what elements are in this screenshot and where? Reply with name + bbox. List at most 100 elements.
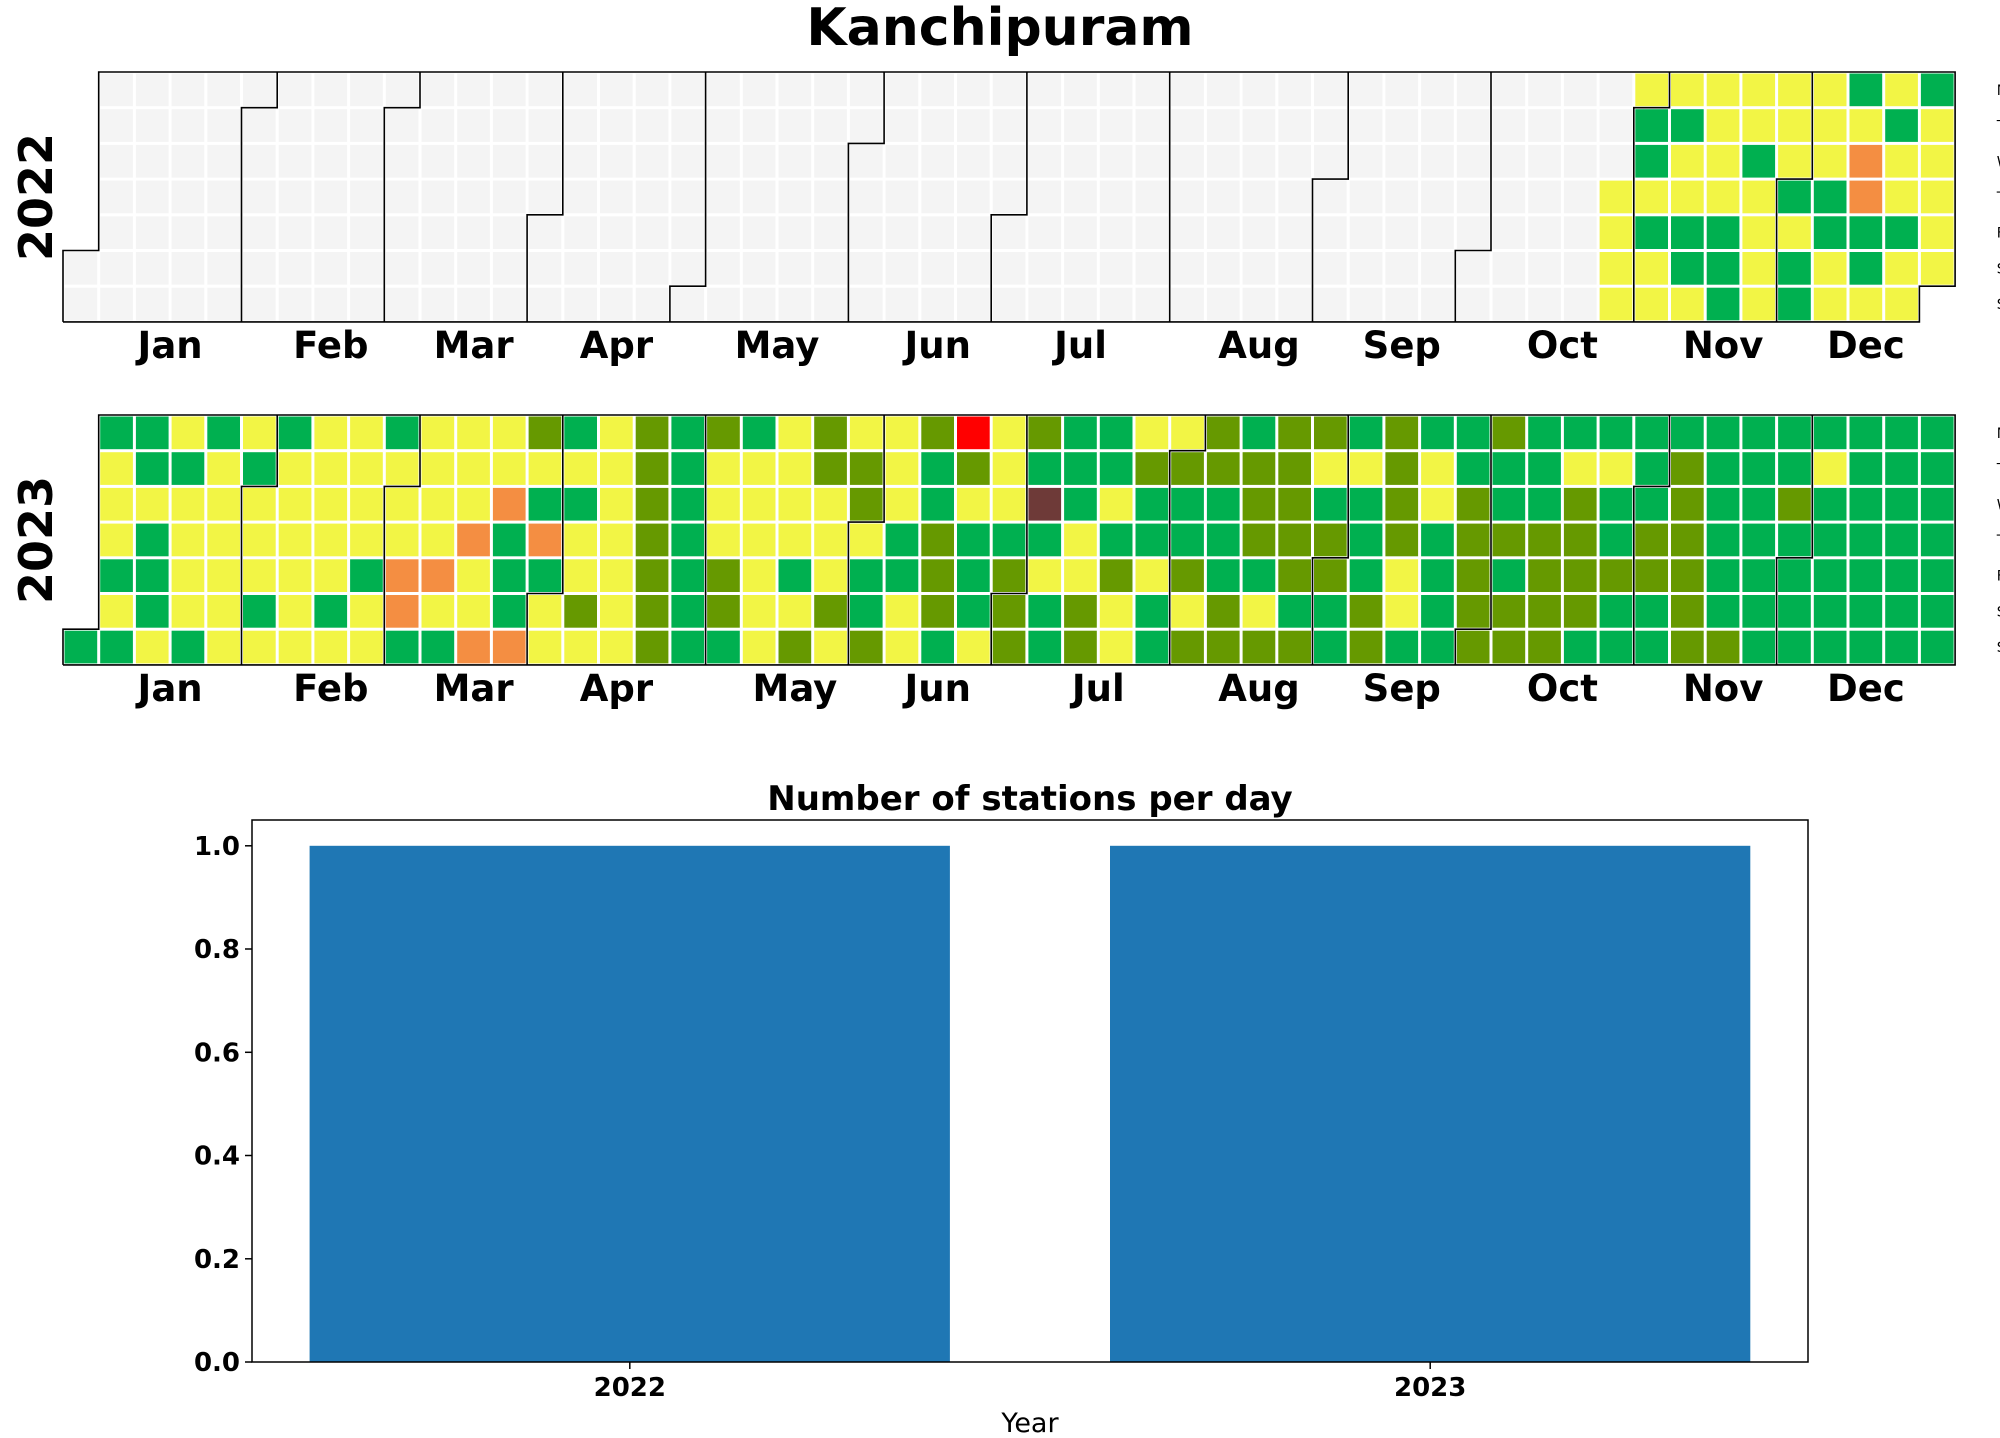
calendar-cell (635, 109, 669, 142)
calendar-cell (1456, 180, 1490, 214)
calendar-cell (100, 73, 133, 107)
calendar-cell (457, 487, 490, 521)
calendar-cell (135, 216, 169, 249)
calendar-cell (135, 180, 169, 214)
bar (309, 845, 950, 1362)
calendar-cell (671, 109, 705, 142)
calendar-cell (1385, 216, 1419, 249)
calendar-cell (243, 109, 276, 142)
calendar-cell (814, 180, 847, 214)
calendar-cell (1671, 73, 1704, 107)
calendar-cell (1528, 73, 1561, 107)
calendar-cell (457, 416, 490, 450)
calendar-cell (885, 487, 919, 521)
calendar-cell (600, 416, 633, 450)
month-boundary (1775, 415, 1814, 665)
calendar-cell (1671, 559, 1704, 592)
month-boundary (1633, 415, 1671, 665)
y-tick-label: 0.2 (194, 1245, 240, 1275)
calendar-cell (778, 287, 812, 321)
calendar-cell (314, 487, 348, 521)
weekday-label: Fri (1997, 226, 2000, 242)
calendar-cell (1885, 559, 1918, 592)
calendar-cell (171, 109, 205, 142)
calendar-cell (492, 452, 526, 485)
month-label: Jun (901, 667, 970, 710)
calendar-cell (707, 252, 740, 285)
calendar-cell (421, 109, 455, 142)
calendar-cell (528, 416, 562, 450)
calendar-cell (314, 144, 348, 178)
calendar-cell (1385, 487, 1419, 521)
calendar-cell (1492, 287, 1526, 321)
calendar-cell (243, 180, 276, 214)
calendar-cell (350, 416, 383, 450)
y-tick-label: 0.6 (194, 1038, 240, 1068)
calendar-cell (778, 109, 812, 142)
calendar-cell (100, 416, 133, 450)
calendar-cell (600, 252, 633, 285)
calendar-cell (1278, 252, 1311, 285)
calendar-cell (1171, 287, 1204, 321)
calendar-cell (457, 180, 490, 214)
calendar-cell (171, 487, 205, 521)
calendar-cell (778, 630, 812, 664)
calendar-cell (885, 252, 919, 285)
calendar-cell (1706, 595, 1740, 628)
figure-title: Kanchipuram (806, 0, 1193, 58)
calendar-cell (350, 287, 383, 321)
calendar-cell (1920, 109, 1954, 142)
calendar-cell (1492, 144, 1526, 178)
calendar-cell (849, 252, 883, 285)
calendar-cell (707, 144, 740, 178)
calendar-cell (600, 523, 633, 557)
weekday-label: Sat (1997, 604, 2000, 620)
calendar-cell (1635, 416, 1668, 450)
calendar-cell (492, 523, 526, 557)
calendar-cell (1813, 252, 1847, 285)
month-label: Sep (1363, 324, 1441, 367)
calendar-cell (1885, 595, 1918, 628)
calendar-cell (1635, 523, 1668, 557)
calendar-cell (1171, 452, 1204, 485)
calendar-cell (1028, 109, 1062, 142)
calendar-cell (814, 595, 847, 628)
calendar-cell (707, 523, 740, 557)
calendar-cell (207, 595, 240, 628)
calendar-cell (635, 180, 669, 214)
calendar-cell (1528, 487, 1561, 521)
calendar-cell (1456, 216, 1490, 249)
calendar-cell (350, 144, 383, 178)
calendar-cell (921, 109, 954, 142)
calendar-cell (1099, 416, 1133, 450)
axes-frame (251, 819, 1809, 1363)
month-label: Jun (901, 324, 970, 367)
calendar-cell (421, 287, 455, 321)
calendar-cell (885, 287, 919, 321)
calendar-cell (1671, 180, 1704, 214)
y-tick-label: 1.0 (194, 832, 240, 862)
calendar-cell (171, 216, 205, 249)
calendar-cell (564, 287, 597, 321)
calendar-cell (1385, 559, 1419, 592)
calendar-cell (1206, 523, 1240, 557)
calendar-cell (385, 559, 419, 592)
calendar-cell (135, 252, 169, 285)
calendar-cell (1742, 109, 1776, 142)
calendar-cell (385, 180, 419, 214)
calendar-cell (742, 523, 776, 557)
calendar-cell (1278, 109, 1311, 142)
calendar-cell (171, 144, 205, 178)
calendar-cell (992, 109, 1026, 142)
calendar-cell (957, 595, 990, 628)
calendar-cell (1242, 595, 1276, 628)
calendar-cell (1206, 559, 1240, 592)
calendar-cell (1349, 559, 1383, 592)
calendar-cell (492, 216, 526, 249)
weekday-label: Wed (1997, 497, 2000, 513)
calendar-cell (1421, 595, 1454, 628)
calendar-cell (564, 252, 597, 285)
y-tick-label: 0.0 (194, 1348, 240, 1378)
calendar-cell (1349, 144, 1383, 178)
calendar-cell (243, 487, 276, 521)
